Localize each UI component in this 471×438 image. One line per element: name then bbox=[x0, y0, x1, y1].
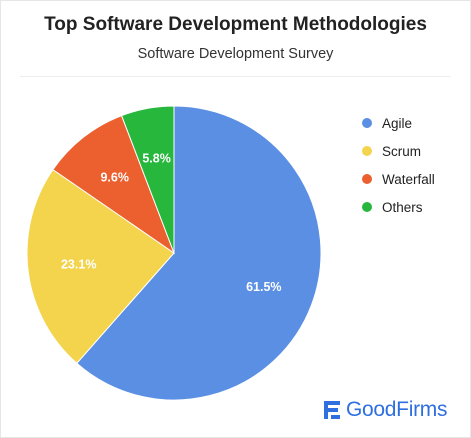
legend-swatch-others bbox=[362, 202, 372, 212]
legend-label-waterfall: Waterfall bbox=[382, 171, 435, 187]
legend-item-scrum: Scrum bbox=[362, 142, 435, 160]
legend-label-scrum: Scrum bbox=[382, 143, 422, 159]
goodfirms-logo-text: GoodFirms bbox=[346, 398, 448, 421]
legend-label-agile: Agile bbox=[382, 115, 413, 131]
chart-title: Top Software Development Methodologies bbox=[44, 14, 427, 35]
slice-label-agile: 61.5% bbox=[246, 280, 281, 294]
pie-slice-agile bbox=[76, 105, 322, 401]
legend-item-waterfall: Waterfall bbox=[362, 170, 435, 188]
legend-label-others: Others bbox=[382, 199, 423, 215]
legend-item-agile: Agile bbox=[362, 114, 435, 132]
slice-label-scrum: 23.1% bbox=[61, 258, 96, 272]
chart-legend: Agile Scrum Waterfall Others bbox=[362, 114, 435, 226]
pie-slice-others bbox=[120, 105, 175, 254]
legend-swatch-scrum bbox=[362, 146, 372, 156]
pie-slice-waterfall bbox=[52, 115, 176, 255]
goodfirms-logo: GoodFirms bbox=[322, 398, 447, 422]
slice-label-others: 5.8% bbox=[142, 152, 171, 166]
legend-swatch-agile bbox=[362, 118, 372, 128]
goodfirms-logo-icon bbox=[324, 401, 340, 419]
legend-swatch-waterfall bbox=[362, 174, 372, 184]
title-divider bbox=[20, 76, 451, 77]
chart-subtitle: Software Development Survey bbox=[137, 46, 334, 62]
pie-slice-scrum bbox=[26, 168, 175, 364]
slice-label-waterfall: 9.6% bbox=[100, 171, 129, 185]
legend-item-others: Others bbox=[362, 198, 435, 216]
